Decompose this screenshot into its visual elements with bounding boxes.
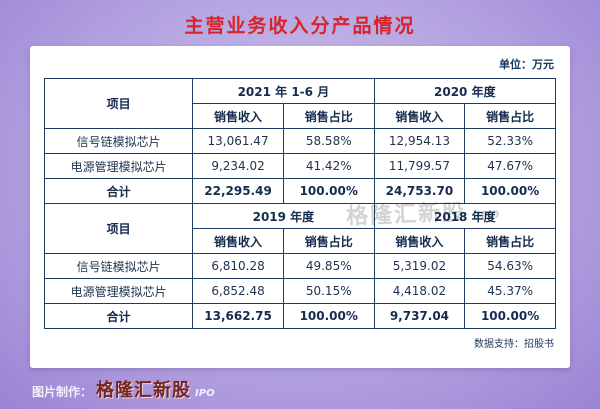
product-name-cell: 电源管理模拟芯片 <box>43 278 194 304</box>
table-row: 电源管理模拟芯片 6,852.48 50.15% 4,418.02 45.37% <box>43 278 556 304</box>
table-row: 信号链模拟芯片 6,810.28 49.85% 5,319.02 54.63% <box>43 253 556 279</box>
unit-label: 单位：万元 <box>499 58 554 71</box>
table-cell: 22,295.49 <box>192 178 284 204</box>
brand-ipo-text: IPO <box>195 388 215 399</box>
table-cell: 52.33% <box>464 128 556 154</box>
total-row: 合计 13,662.75 100.00% 9,737.04 100.00% <box>43 303 556 329</box>
period-header-cell: 2019 年度 <box>192 203 375 229</box>
table-cell: 45.37% <box>464 278 556 304</box>
table-cell: 100.00% <box>282 303 375 329</box>
period-header-cell: 2021 年 1-6 月 <box>192 78 375 104</box>
table-cell: 11,799.57 <box>373 153 466 179</box>
product-name-cell: 信号链模拟芯片 <box>43 128 194 154</box>
table-row-measure-header-1: 销售收入 销售占比 销售收入 销售占比 <box>45 103 556 129</box>
product-name-cell: 电源管理模拟芯片 <box>43 153 194 179</box>
table-cell: 47.67% <box>464 153 556 179</box>
table-cell: 9,234.02 <box>192 153 284 179</box>
page-title: 主营业务收入分产品情况 <box>184 15 416 37</box>
table-cell: 13,662.75 <box>192 303 284 329</box>
measure-header-cell: 销售收入 <box>373 103 466 129</box>
table-cell: 24,753.70 <box>373 178 466 204</box>
item-header-cell: 项目 <box>43 203 194 254</box>
measure-header-cell: 销售占比 <box>464 228 556 254</box>
total-label-cell: 合计 <box>43 303 194 329</box>
table-cell: 4,418.02 <box>373 278 466 304</box>
table-cell: 100.00% <box>282 178 375 204</box>
total-label-cell: 合计 <box>43 178 194 204</box>
table-row-period-header-2: 项目 2019 年度 2018 年度 <box>43 203 557 254</box>
table-row-period-header-1: 项目 2021 年 1-6 月 2020 年度 <box>43 78 557 129</box>
credit-label: 图片制作： <box>32 385 93 399</box>
table-cell: 41.42% <box>282 153 375 179</box>
table-cell: 100.00% <box>464 303 556 329</box>
measure-header-cell: 销售收入 <box>192 103 284 129</box>
period-header-cell: 2020 年度 <box>373 78 557 104</box>
revenue-by-product-table: 项目 2021 年 1-6 月 2020 年度 销售收入 销售占比 销售收入 销… <box>43 78 557 329</box>
credit-line: 图片制作： 格隆汇新股 IPO <box>32 376 215 402</box>
measure-header-cell: 销售占比 <box>464 103 556 129</box>
measure-header-cell: 销售占比 <box>282 103 375 129</box>
table-cell: 54.63% <box>464 253 556 279</box>
table-cell: 100.00% <box>464 178 556 204</box>
table-row: 信号链模拟芯片 13,061.47 58.58% 12,954.13 52.33… <box>43 128 556 154</box>
table-cell: 50.15% <box>282 278 375 304</box>
period-header-cell: 2018 年度 <box>373 203 557 229</box>
table-cell: 49.85% <box>282 253 375 279</box>
table-card: 单位：万元 格隆汇新股 IPO 项目 2021 年 1-6 月 2020 年度 … <box>30 46 570 368</box>
table-cell: 13,061.47 <box>192 128 284 154</box>
table-cell: 6,852.48 <box>192 278 284 304</box>
measure-header-cell: 销售占比 <box>282 228 375 254</box>
item-header-cell: 项目 <box>43 78 194 129</box>
data-source-note: 数据支持：招股书 <box>474 339 554 350</box>
measure-header-cell: 销售收入 <box>192 228 284 254</box>
measure-header-cell: 销售收入 <box>373 228 466 254</box>
table-row: 电源管理模拟芯片 9,234.02 41.42% 11,799.57 47.67… <box>43 153 556 179</box>
table-cell: 5,319.02 <box>373 253 466 279</box>
table-row-measure-header-2: 销售收入 销售占比 销售收入 销售占比 <box>45 228 556 254</box>
table-cell: 9,737.04 <box>373 303 466 329</box>
table-cell: 58.58% <box>282 128 375 154</box>
product-name-cell: 信号链模拟芯片 <box>43 253 194 279</box>
brand-logo-text: 格隆汇新股 <box>96 380 192 401</box>
table-cell: 12,954.13 <box>373 128 466 154</box>
table-cell: 6,810.28 <box>192 253 284 279</box>
total-row: 合计 22,295.49 100.00% 24,753.70 100.00% <box>43 178 556 204</box>
